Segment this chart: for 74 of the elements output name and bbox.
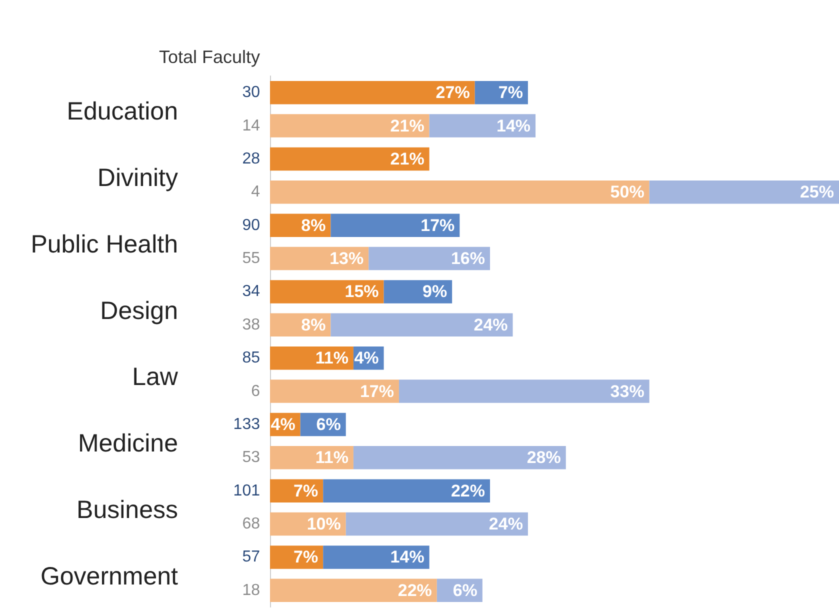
bar <box>270 180 650 204</box>
data-label: 4% <box>354 348 379 368</box>
data-label: 14% <box>496 116 531 136</box>
bar <box>649 180 839 204</box>
bar <box>270 114 430 138</box>
data-label: 10% <box>306 514 341 534</box>
data-label: 25% <box>800 182 834 202</box>
y-tick-label: 34 <box>242 283 260 300</box>
y-tick-label: 57 <box>242 548 260 566</box>
bar <box>270 147 430 171</box>
text: Divinity <box>97 164 178 192</box>
y-tick-label: 85 <box>242 350 260 367</box>
y-tick-label: 53 <box>242 449 260 466</box>
data-label: 6% <box>452 580 478 600</box>
y-tick-label: 4 <box>251 184 260 201</box>
bar <box>330 214 460 237</box>
text: Design <box>100 296 178 325</box>
bar <box>323 546 430 569</box>
y-tick-label: 133 <box>233 416 260 433</box>
data-label: 16% <box>450 249 486 268</box>
data-label: 50% <box>610 182 644 202</box>
y-axis-title: Total Faculty <box>158 47 260 67</box>
bar <box>270 578 437 602</box>
bar <box>353 446 566 470</box>
data-label: 14% <box>390 548 424 567</box>
bar <box>270 380 399 403</box>
data-label: 13% <box>330 249 364 268</box>
data-label: 8% <box>301 315 326 334</box>
bar <box>368 246 490 270</box>
y-tick-label: 68 <box>242 516 260 533</box>
data-label: 27% <box>436 83 470 102</box>
y-tick-label: 30 <box>242 84 260 102</box>
data-label: 7% <box>498 83 523 102</box>
data-label: 33% <box>610 382 644 401</box>
bar <box>330 313 513 337</box>
bar <box>429 114 536 138</box>
y-tick-label: 55 <box>242 250 260 268</box>
data-label: 21% <box>390 149 424 168</box>
data-label: 17% <box>420 216 455 235</box>
y-tick-label: 101 <box>233 482 260 500</box>
data-label: 6% <box>316 414 341 434</box>
data-label: 8% <box>301 216 326 235</box>
data-label: 4% <box>270 414 296 434</box>
data-label: 7% <box>294 481 318 500</box>
data-label: 28% <box>526 448 561 468</box>
data-label: 24% <box>474 315 508 334</box>
bar <box>323 479 490 502</box>
y-tick-label: 14 <box>242 117 260 134</box>
y-tick-label: 6 <box>251 382 260 400</box>
text: Education <box>66 98 178 126</box>
data-label: 22% <box>450 481 486 500</box>
data-label: 17% <box>360 382 394 401</box>
data-label: 15% <box>344 282 379 302</box>
y-tick-label: 28 <box>242 150 260 168</box>
text: Public Health <box>30 230 178 258</box>
data-label: 11% <box>315 348 348 368</box>
bar <box>270 280 384 304</box>
bar <box>270 80 475 104</box>
data-label: 22% <box>398 580 432 600</box>
data-label: 24% <box>488 514 523 534</box>
y-tick-label: 90 <box>242 216 260 234</box>
bar <box>270 446 354 470</box>
bar <box>346 512 528 536</box>
data-label: 21% <box>390 116 424 136</box>
bar <box>398 380 650 403</box>
text: Business <box>76 496 178 524</box>
text: Government <box>40 562 178 590</box>
data-label: 7% <box>294 548 318 567</box>
y-tick-label: 38 <box>242 316 260 334</box>
data-label: 9% <box>422 282 448 302</box>
y-tick-label: 18 <box>242 582 260 599</box>
data-label: 11% <box>315 448 348 468</box>
text: Medicine <box>78 430 178 458</box>
text: Law <box>132 363 179 392</box>
